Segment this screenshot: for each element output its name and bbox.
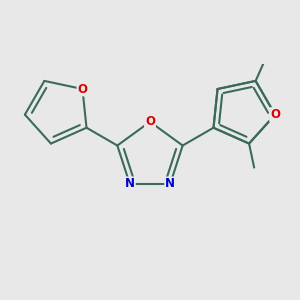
Text: N: N	[125, 177, 135, 190]
Text: N: N	[165, 177, 175, 190]
Text: O: O	[77, 82, 87, 95]
Text: O: O	[270, 108, 280, 121]
Text: O: O	[145, 115, 155, 128]
